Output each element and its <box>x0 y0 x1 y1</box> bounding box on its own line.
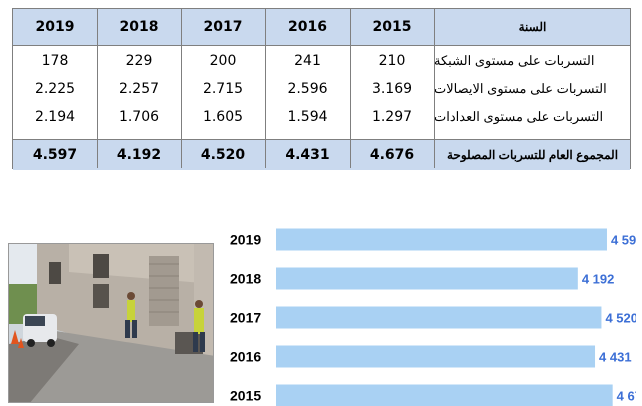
table-cell: 241 <box>294 53 321 69</box>
bar-2015 <box>276 384 613 406</box>
row-label: التسربات على مستوى الايصالات <box>434 81 607 96</box>
table-row-meters: 2.194 1.706 1.605 1.594 1.297 التسربات ع… <box>13 103 630 131</box>
table-cell: 2.225 <box>34 81 76 97</box>
bar-2018 <box>276 267 578 290</box>
table-cell: 210 <box>378 53 406 69</box>
table-header-row: 2019 2018 2017 2016 2015 السنة <box>13 9 630 46</box>
column-divider <box>434 9 435 168</box>
value-label-2017: 4 520 <box>605 311 636 326</box>
table-total-row: 4.597 4.192 4.520 4.431 4.676 المجموع ال… <box>13 139 630 170</box>
table-cell: 1.297 <box>371 109 413 125</box>
table-cell: 3.169 <box>371 81 413 97</box>
category-label-2016: 2016 <box>230 349 261 365</box>
year-header-2015: 2015 <box>372 19 412 35</box>
year-header-2018: 2018 <box>119 19 159 35</box>
table-cell: 229 <box>125 53 153 69</box>
total-cell: 4.676 <box>369 147 415 163</box>
total-leaks-bar-chart: 2019 4 597 2018 4 192 2017 4 520 2016 4 431 2015… <box>224 210 636 406</box>
table-cell: 1.706 <box>118 109 160 125</box>
column-divider <box>350 9 351 168</box>
street-scene-illustration <box>9 244 213 402</box>
workers-street-photo <box>8 243 214 403</box>
table-cell: 200 <box>209 53 237 69</box>
category-label-2015: 2015 <box>230 388 261 404</box>
year-header-2017: 2017 <box>203 19 243 35</box>
row-label: التسربات على مستوى الشبكة <box>434 53 595 68</box>
table-cell: 178 <box>41 53 69 69</box>
leak-repairs-table: 2019 2018 2017 2016 2015 السنة 178 229 2… <box>12 8 631 170</box>
bar-2017 <box>276 306 602 329</box>
year-header-2019: 2019 <box>35 19 75 35</box>
table-cell: 2.257 <box>118 81 160 97</box>
table-cell: 1.605 <box>202 109 244 125</box>
table-row-network: 178 229 200 241 210 التسربات على مستوى ا… <box>13 47 630 75</box>
bar-2019 <box>276 228 607 251</box>
table-cell: 2.596 <box>287 81 328 97</box>
value-label-2016: 4 431 <box>599 350 632 365</box>
category-label-2019: 2019 <box>230 232 261 248</box>
column-divider <box>97 9 98 168</box>
column-divider <box>181 9 182 168</box>
value-label-2019: 4 597 <box>611 233 636 248</box>
bar-2016 <box>276 345 596 368</box>
total-cell: 4.431 <box>285 147 330 163</box>
total-cell: 4.597 <box>32 147 78 163</box>
category-label-2017: 2017 <box>230 310 261 326</box>
table-row-connections: 2.225 2.257 2.715 2.596 3.169 التسربات ع… <box>13 75 630 103</box>
category-label-2018: 2018 <box>230 271 261 287</box>
value-label-2015: 4 676 <box>617 389 636 404</box>
table-cell: 1.594 <box>287 109 328 125</box>
total-label: المجموع العام للتسربات المصلوحة <box>446 148 619 162</box>
year-column-label: السنة <box>518 20 547 34</box>
total-cell: 4.192 <box>116 147 162 163</box>
column-divider <box>265 9 266 168</box>
table-cell: 2.715 <box>202 81 244 97</box>
table-cell: 2.194 <box>34 109 76 125</box>
bar-chart-svg: 2019 4 597 2018 4 192 2017 4 520 2016 4 431 2015… <box>230 228 636 406</box>
value-label-2018: 4 192 <box>582 272 615 287</box>
year-header-2016: 2016 <box>288 19 327 35</box>
total-cell: 4.520 <box>200 147 246 163</box>
row-label: التسربات على مستوى العدادات <box>434 109 604 124</box>
